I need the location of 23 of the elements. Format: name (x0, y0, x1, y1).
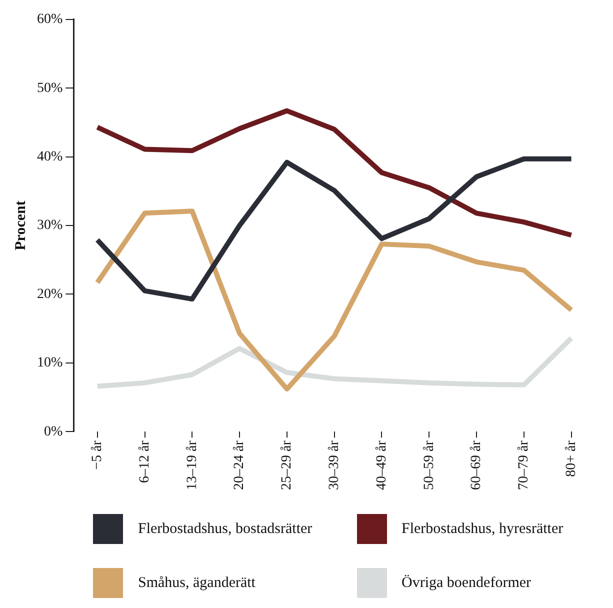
x-tick-label: 50–59 år (422, 440, 437, 490)
x-tick-label: 70–79 år (516, 440, 532, 490)
y-tick-label: 50% (36, 80, 63, 96)
x-tick-label: 60–69 år (469, 440, 484, 490)
y-tick-label: 60% (36, 12, 63, 28)
y-tick-label: 20% (36, 286, 63, 302)
y-tick-label: 40% (36, 149, 63, 164)
x-tick-label: 20–24 år (232, 440, 248, 490)
y-tick-label: 10% (36, 356, 63, 371)
legend-label: Flerbostadshus, hyresrätter (402, 520, 564, 538)
x-tick-label: −5 år (90, 440, 106, 470)
x-tick-label: 25–29 år (280, 440, 295, 490)
x-tick-label: 13–19 år (184, 440, 200, 490)
legend-label: Småhus, äganderätt (138, 574, 256, 592)
legend-label: Flerbostadshus, bostadsrätter (138, 520, 312, 538)
x-tick-label: 30–39 år (327, 440, 342, 490)
y-axis-title: Procent (12, 200, 29, 250)
legend-label: Övriga boendeformer (402, 574, 532, 592)
y-tick-label: 30% (36, 218, 63, 234)
x-tick-label: 40–49 år (374, 440, 390, 490)
x-tick-label: 6–12 år (137, 440, 152, 484)
y-tick-label: 0% (44, 424, 63, 440)
x-tick-label: 80+ år (564, 440, 579, 477)
